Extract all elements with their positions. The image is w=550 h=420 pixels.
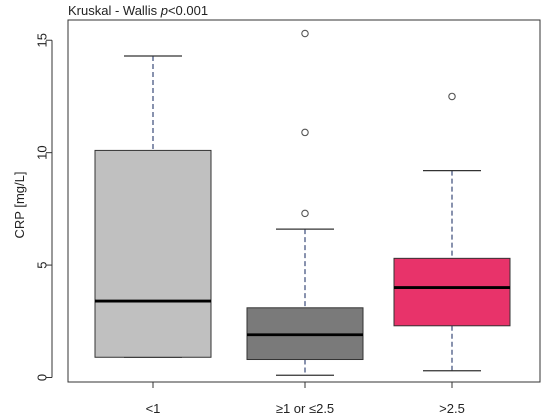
plot-frame xyxy=(67,19,541,383)
outlier-point xyxy=(448,92,456,101)
y-axis-label: CRP [mg/L] xyxy=(12,172,27,239)
y-tick-label: 10 xyxy=(35,145,50,159)
title-suffix: <0.001 xyxy=(168,3,208,18)
y-axis: 0 5 10 15 xyxy=(35,33,53,381)
y-tick-label: 0 xyxy=(35,374,50,381)
iqr-box xyxy=(393,257,511,327)
y-tick-label: 5 xyxy=(35,261,50,268)
boxes-group xyxy=(94,29,511,376)
x-tick-label: >2.5 xyxy=(439,401,465,416)
x-tick-label: <1 xyxy=(146,401,161,416)
box-1 xyxy=(94,55,212,358)
box-2 xyxy=(246,29,364,376)
outlier-point xyxy=(301,209,309,218)
x-tick-label: ≥1 or ≤2.5 xyxy=(276,401,334,416)
y-tick-label: 15 xyxy=(35,33,50,47)
iqr-box xyxy=(94,149,212,358)
x-axis: <1 ≥1 or ≤2.5 >2.5 xyxy=(146,382,465,416)
title-p: p xyxy=(160,3,168,18)
chart-title: Kruskal - Wallis p<0.001 xyxy=(68,3,208,18)
outlier-point xyxy=(301,128,309,137)
title-prefix: Kruskal - Wallis xyxy=(68,3,161,18)
box-3 xyxy=(393,92,511,372)
outlier-point xyxy=(301,29,309,38)
